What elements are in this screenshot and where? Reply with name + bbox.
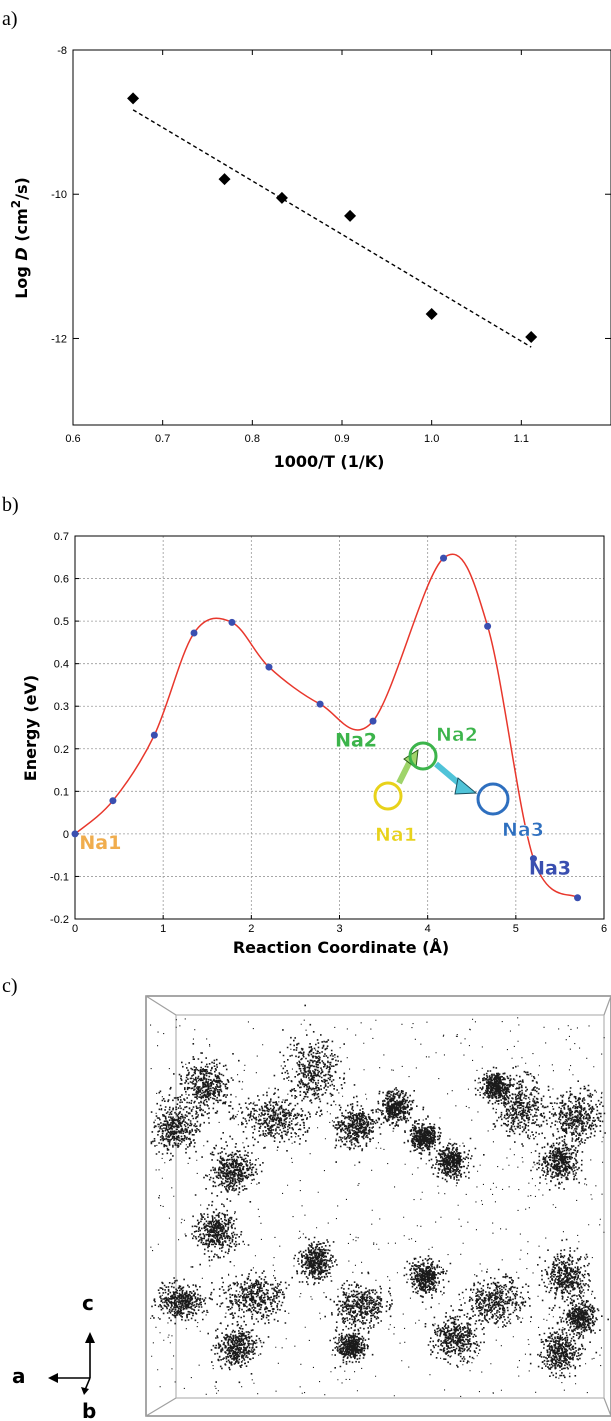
chart-b-point [190, 629, 198, 637]
chart-a-points [127, 92, 538, 344]
chart-b-point [529, 855, 537, 863]
chart-b-point [228, 618, 236, 626]
chart-b-ytick-label: 0 [63, 829, 69, 841]
chart-b-point [71, 830, 79, 838]
density-dots [150, 1004, 609, 1397]
chart-a-ytick-label: -12 [51, 333, 67, 345]
chart-a-ticks: 0.6 0.7 0.8 0.9 1.0 1.1 -8 -10 -12 [51, 45, 611, 445]
site-na3-label: Na3 [502, 819, 544, 841]
chart-a-xtick-label: 0.8 [245, 433, 260, 445]
chart-b-grid [75, 536, 604, 919]
chart-b-points [71, 554, 582, 902]
chart-a-diffusion-arrhenius: 0.6 0.7 0.8 0.9 1.0 1.1-8-10-12 1000/T (1/K) … [9, 45, 611, 471]
density-map: Na1 Na2 Na3 c a b [12, 724, 611, 1421]
chart-b-annotation-na2: Na2 [335, 730, 377, 752]
arrow-head-na2-na3 [454, 777, 478, 795]
chart-a-plot-area [72, 49, 611, 426]
chart-b-annotations: Na1 Na2 Na3 [79, 730, 571, 880]
chart-b-ytick-label: 0.3 [54, 701, 69, 713]
chart-b-annotation-na1: Na1 [79, 832, 121, 854]
chart-a-frame [72, 49, 611, 426]
chart-b-point [109, 797, 117, 805]
chart-a-fit [132, 109, 532, 348]
chart-a-xtick-label: 0.7 [155, 433, 170, 445]
chart-b-ytick-label: 0.1 [54, 786, 69, 798]
chart-b-xtick-label: 0 [72, 923, 78, 935]
chart-b-ytick-label: 0.5 [54, 616, 69, 628]
chart-b-ytick-label: -0.1 [50, 871, 69, 883]
chart-a-point [275, 191, 288, 204]
panel-label-c: c) [2, 975, 18, 997]
chart-b-xtick-label: 4 [425, 923, 431, 935]
panel-label-a: a) [2, 8, 18, 30]
chart-a-point [127, 92, 140, 105]
chart-b-xtick-label: 5 [513, 923, 519, 935]
chart-b-curve [74, 553, 579, 899]
chart-b-xtick-label: 1 [160, 923, 166, 935]
chart-a-point [218, 173, 231, 186]
chart-b-ylabel: Energy (eV) [21, 675, 40, 781]
chart-b-annotation-na3: Na3 [529, 857, 571, 879]
chart-a-ytick-label: -10 [51, 189, 67, 201]
site-na2-circle [408, 741, 438, 771]
site-na3-circle [476, 782, 510, 816]
chart-b-ticks: 0 1 2 3 4 5 6 -0.2 -0.1 0 0.1 0.2 0.3 0.4 0.5 0.6 0.7 [50, 531, 607, 935]
site-na1-circle [373, 781, 403, 811]
chart-b-point [369, 717, 377, 725]
chart-b-point [150, 731, 158, 739]
chart-b-point [574, 894, 582, 902]
chart-a-ytick-label: -8 [57, 45, 67, 57]
chart-a-point [525, 331, 538, 344]
chart-a-ylabel: Log D (cm2/s) [9, 177, 31, 299]
chart-b-xtick-label: 3 [336, 923, 342, 935]
chart-b-point [265, 663, 273, 671]
chart-a-xlabel: 1000/T (1/K) [274, 452, 385, 471]
chart-b-series-line [74, 553, 579, 899]
chart-b-xlabel: Reaction Coordinate (Å) [233, 938, 449, 957]
site-na1-label: Na1 [375, 824, 417, 846]
chart-b-xtick-label: 6 [601, 923, 607, 935]
chart-b-ytick-label: 0.2 [54, 744, 69, 756]
chart-a-fit-line [132, 109, 532, 348]
chart-a-xtick-label: 1.1 [514, 433, 529, 445]
chart-a-point [425, 307, 438, 320]
chart-b-point [440, 554, 448, 562]
chart-b-energy-profile: 0 1 2 3 4 5 6 -0.2 -0.1 0 0.1 0.2 0.3 0.4 0.5 0.6 0.7 Na… [21, 531, 607, 957]
site-na2-label: Na2 [436, 724, 478, 746]
chart-a-point [344, 209, 357, 222]
chart-a-xtick-label: 0.6 [65, 433, 80, 445]
site-markers: Na1 Na2 Na3 [373, 724, 544, 846]
chart-b-ytick-label: 0.6 [54, 574, 69, 586]
axis-indicator: c a b [12, 1291, 96, 1421]
chart-b-ytick-label: 0.4 [54, 659, 69, 671]
axis-a-label: a [12, 1364, 26, 1388]
chart-b-ytick-label: -0.2 [50, 914, 69, 926]
sodium-density-clouds [150, 1004, 609, 1397]
axis-c-label: c [82, 1291, 94, 1315]
panel-label-b: b) [2, 494, 19, 516]
chart-b-point [484, 622, 492, 630]
chart-b-xtick-label: 2 [248, 923, 254, 935]
chart-b-ytick-label: 0.7 [54, 531, 69, 543]
chart-a-xtick-label: 1.0 [424, 433, 439, 445]
axis-b-label: b [82, 1399, 96, 1421]
axis-b-arrow [84, 1377, 91, 1391]
chart-b-point [316, 700, 324, 708]
chart-a-xtick-label: 0.9 [334, 433, 349, 445]
